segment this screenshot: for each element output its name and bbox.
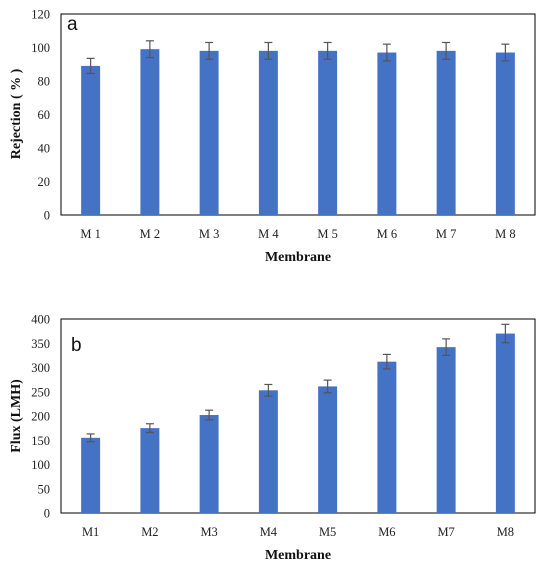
bar-b-6: [377, 361, 397, 513]
x-ticks-b: M1 M2 M3 M4 M5 M6 M7 M8: [82, 525, 514, 539]
y-tick-label-b-2: 100: [31, 458, 50, 472]
error-bars-b: [86, 323, 510, 443]
error-bar-b-6: [382, 353, 391, 370]
bar-a-2: [140, 49, 160, 215]
error-bar-b-8: [501, 323, 510, 344]
error-bar-b-7: [442, 338, 451, 356]
bar-b-4: [258, 390, 278, 513]
error-bar-b-4: [264, 383, 273, 397]
error-bar-a-7: [442, 41, 451, 60]
bar-b-7: [436, 347, 456, 513]
error-bar-b-1: [86, 433, 95, 443]
error-bar-a-5: [323, 41, 332, 60]
x-tick-label-b-7: M7: [437, 525, 454, 539]
x-tick-label-a-6: M 6: [377, 227, 398, 241]
x-tick-label-b-2: M2: [141, 525, 158, 539]
bar-a-5: [318, 50, 338, 215]
bar-b-1: [81, 437, 101, 513]
x-tick-label-a-2: M 2: [140, 227, 161, 241]
error-bar-a-6: [382, 43, 391, 62]
error-bar-b-3: [205, 409, 214, 421]
bar-a-1: [81, 65, 101, 215]
error-bar-b-2: [145, 423, 154, 434]
bar-b-5: [318, 386, 338, 513]
x-tick-label-b-4: M4: [260, 525, 278, 539]
y-tick-label-b-1: 50: [38, 482, 51, 496]
panel-label-a: a: [67, 14, 78, 35]
bars-b: [81, 333, 515, 513]
error-bar-a-3: [205, 41, 214, 60]
x-tick-label-b-5: M5: [319, 525, 336, 539]
error-bar-a-4: [264, 41, 273, 60]
x-tick-label-a-5: M 5: [317, 227, 338, 241]
bar-a-3: [199, 50, 219, 215]
x-tick-label-b-6: M6: [378, 525, 395, 539]
y-tick-label-a-0: 0: [44, 209, 50, 223]
x-tick-label-a-3: M 3: [199, 227, 220, 241]
y-tick-label-a-3: 60: [38, 108, 51, 122]
bar-a-4: [258, 50, 278, 215]
y-tick-label-a-5: 100: [31, 41, 50, 55]
x-axis-title-b: Membrane: [265, 548, 331, 563]
y-tick-label-a-6: 120: [31, 8, 50, 22]
bars-a: [81, 49, 515, 216]
x-tick-label-b-3: M3: [200, 525, 217, 539]
y-tick-label-b-0: 0: [44, 507, 50, 521]
x-tick-label-b-1: M1: [82, 525, 99, 539]
y-axis-title-a: Rejection ( % ): [9, 68, 24, 159]
bar-a-8: [495, 52, 515, 216]
y-ticks-b: 0 50 100 150 200 250 300 350 400: [31, 313, 50, 521]
y-tick-label-a-4: 80: [38, 75, 51, 89]
bar-a-6: [377, 52, 397, 216]
x-tick-label-b-8: M8: [497, 525, 514, 539]
y-ticks-a: 0 20 40 60 80 100 120: [31, 8, 50, 223]
y-tick-label-a-1: 20: [38, 175, 51, 189]
x-tick-label-a-8: M 8: [495, 227, 516, 241]
bar-b-8: [495, 333, 515, 513]
x-ticks-a: M 1 M 2 M 3 M 4 M 5 M 6 M 7 M 8: [80, 227, 515, 241]
y-axis-title-b: Flux (LMH): [9, 379, 24, 453]
y-tick-label-b-5: 250: [31, 385, 50, 399]
y-tick-label-a-2: 40: [38, 142, 51, 156]
plot-frame-a: [60, 13, 536, 216]
y-tick-label-b-4: 200: [31, 410, 50, 424]
x-tick-label-a-4: M 4: [258, 227, 279, 241]
error-bar-a-8: [501, 43, 510, 62]
x-tick-label-a-7: M 7: [436, 227, 457, 241]
panel-label-b: b: [71, 335, 82, 356]
x-tick-label-a-1: M 1: [80, 227, 101, 241]
error-bars-a: [86, 40, 510, 75]
error-bar-a-1: [86, 57, 95, 75]
bar-b-2: [140, 428, 160, 513]
error-bar-b-5: [323, 379, 332, 394]
y-tick-label-b-6: 300: [31, 361, 50, 375]
y-tick-label-b-7: 350: [31, 337, 50, 351]
x-axis-title-a: Membrane: [265, 250, 331, 265]
bar-a-7: [436, 50, 456, 215]
error-bar-a-2: [145, 40, 154, 59]
y-tick-label-b-3: 150: [31, 434, 50, 448]
y-tick-label-b-8: 400: [31, 313, 50, 327]
bar-b-3: [199, 415, 219, 513]
plot-frame-b: [60, 318, 536, 514]
